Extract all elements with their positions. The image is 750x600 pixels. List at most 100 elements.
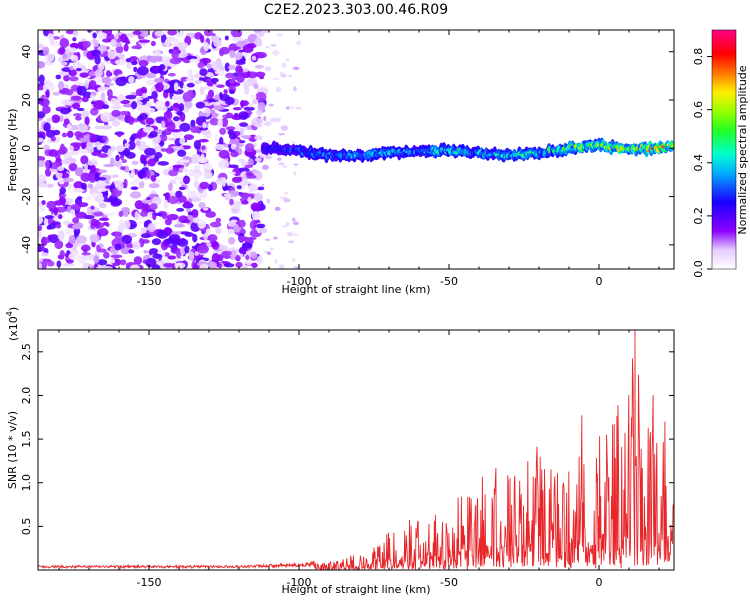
spectrogram-noise-cell — [251, 211, 261, 221]
spectrogram-noise-cell — [129, 181, 139, 185]
spectrogram-noise-cell — [278, 133, 285, 136]
spectrogram-noise-cell — [98, 86, 110, 90]
colorbar-gradient — [711, 29, 737, 270]
spectrogram-noise-cell — [274, 206, 281, 211]
spectrogram-noise-cell — [38, 215, 44, 225]
spectrogram-noise-cell — [130, 186, 139, 190]
spectrogram-noise-cell — [193, 140, 202, 150]
spectrogram-noise-cell — [266, 251, 272, 256]
spectrogram-noise-cell — [80, 182, 87, 190]
spectrogram-noise-cell — [96, 188, 108, 192]
spectrogram-noise-cell — [219, 127, 227, 135]
spectrogram-noise-cell — [61, 99, 72, 106]
spectrogram-noise-cell — [145, 72, 157, 79]
spectrogram-noise-cell — [38, 74, 45, 84]
spectrogram-noise-cell — [97, 61, 105, 71]
spectrogram-noise-cell — [214, 69, 225, 75]
spectrogram-noise-cell — [293, 266, 300, 269]
spectrogram-noise-cell — [87, 183, 94, 189]
spectrogram-noise-cell — [284, 191, 288, 195]
spectrogram-noise-cell — [214, 94, 220, 101]
spectrogram-noise-cell — [211, 60, 223, 70]
spectrogram-noise-cell — [218, 92, 223, 99]
spectrogram-noise-cell — [151, 90, 158, 100]
snr-x-tick-label: -150 — [137, 576, 162, 589]
snr-y-tick-label: 2.5 — [20, 343, 33, 361]
spectrogram-noise-cell — [168, 182, 173, 192]
spectrogram-noise-cell — [211, 77, 219, 83]
spectrogram-noise-cell — [163, 262, 175, 268]
spectrogram-noise-cell — [103, 251, 110, 259]
spectrogram-noise-cell — [94, 183, 106, 190]
spectrogram-noise-cell — [228, 64, 236, 71]
colorbar-tick-label: 0.6 — [692, 101, 705, 119]
spectrogram-noise-cell — [221, 250, 232, 256]
spectrogram-noise-cell — [116, 181, 124, 191]
spectrogram-noise-cell — [202, 122, 207, 129]
spectrogram-noise-cell — [288, 240, 295, 244]
spectrogram-noise-cell — [230, 150, 239, 158]
snr-series-line — [38, 330, 674, 570]
spectrogram-noise-cell — [237, 219, 246, 228]
spectrogram-noise-cell — [68, 234, 76, 244]
spectrogram-noise-cell — [178, 186, 186, 191]
spectrogram-noise-cell — [214, 144, 225, 150]
spectrogram-noise-cell — [223, 193, 232, 197]
spectrogram-noise-cell — [187, 69, 193, 78]
spectrogram-noise-cell — [219, 245, 229, 251]
spectrogram-noise-cell — [112, 174, 120, 179]
spectrogram-noise-cell — [102, 104, 110, 110]
spectrogram-noise-cell — [93, 255, 100, 264]
spectrogram-noise-cell — [184, 245, 190, 254]
spectrogram-noise-cell — [107, 50, 117, 60]
spectrogram-noise-cell — [242, 265, 248, 269]
spectrogram-noise-cell — [247, 103, 253, 108]
spectrogram-noise-cell — [176, 249, 182, 259]
spectrogram-noise-cell — [230, 143, 237, 150]
spectrogram-noise-cell — [119, 219, 124, 225]
spectrogram-noise-cell — [97, 177, 107, 181]
spectrogram-noise-cell — [96, 144, 102, 151]
spectrogram-noise-cell — [118, 53, 125, 60]
spectrogram-noise-cell — [145, 117, 155, 125]
spectrogram-x-tick-label: 0 — [596, 275, 603, 288]
spectrogram-noise-cell — [146, 170, 151, 179]
spectrogram-noise-cell — [245, 255, 250, 260]
spectrogram-noise-cell — [252, 98, 259, 105]
spectrogram-noise-cell — [218, 149, 230, 159]
spectrogram-noise-cell — [92, 32, 97, 39]
spectrogram-noise-cell — [239, 180, 251, 186]
spectrogram-noise-cell — [43, 122, 51, 132]
spectrogram-noise-cell — [278, 263, 285, 269]
spectrogram-noise-cell — [178, 103, 185, 112]
spectrogram-noise-cell — [126, 62, 133, 69]
spectrogram-noise-cell — [53, 206, 58, 216]
spectrogram-noise-cell — [84, 133, 91, 143]
spectrogram-noise-cell — [106, 82, 115, 86]
spectrogram-x-axis-label: Height of straight line (km) — [281, 283, 430, 296]
spectrogram-noise-cell — [120, 110, 129, 116]
spectrogram-noise-cell — [219, 46, 231, 55]
spectrogram-noise-cell — [107, 148, 112, 158]
spectrogram-noise-cell — [232, 107, 242, 111]
spectrogram-noise-cell — [138, 216, 144, 220]
spectrogram-noise-cell — [69, 42, 80, 49]
spectrogram-noise-cell — [280, 125, 288, 132]
spectrogram-noise-cell — [72, 217, 80, 224]
spectrogram-noise-cell — [190, 196, 202, 203]
spectrogram-noise-cell — [254, 157, 262, 162]
spectrogram-noise-cell — [255, 223, 266, 229]
spectrogram-noise-cell — [150, 40, 156, 47]
spectrogram-noise-cell — [91, 151, 100, 157]
spectrogram-noise-cell — [90, 218, 98, 227]
spectrogram-noise-cell — [199, 86, 205, 96]
spectrogram-noise-cell — [69, 124, 81, 131]
spectrogram-noise-cell — [97, 45, 107, 52]
spectrogram-noise-cell — [38, 229, 42, 239]
snr-y-scale-label: (x104) — [5, 307, 20, 341]
spectrogram-noise-cell — [202, 162, 213, 173]
spectrogram-noise-cell — [199, 263, 210, 269]
spectrogram-noise-cell — [191, 208, 199, 219]
spectrogram-noise-cell — [130, 101, 138, 110]
spectrogram-noise-cell — [229, 49, 236, 59]
